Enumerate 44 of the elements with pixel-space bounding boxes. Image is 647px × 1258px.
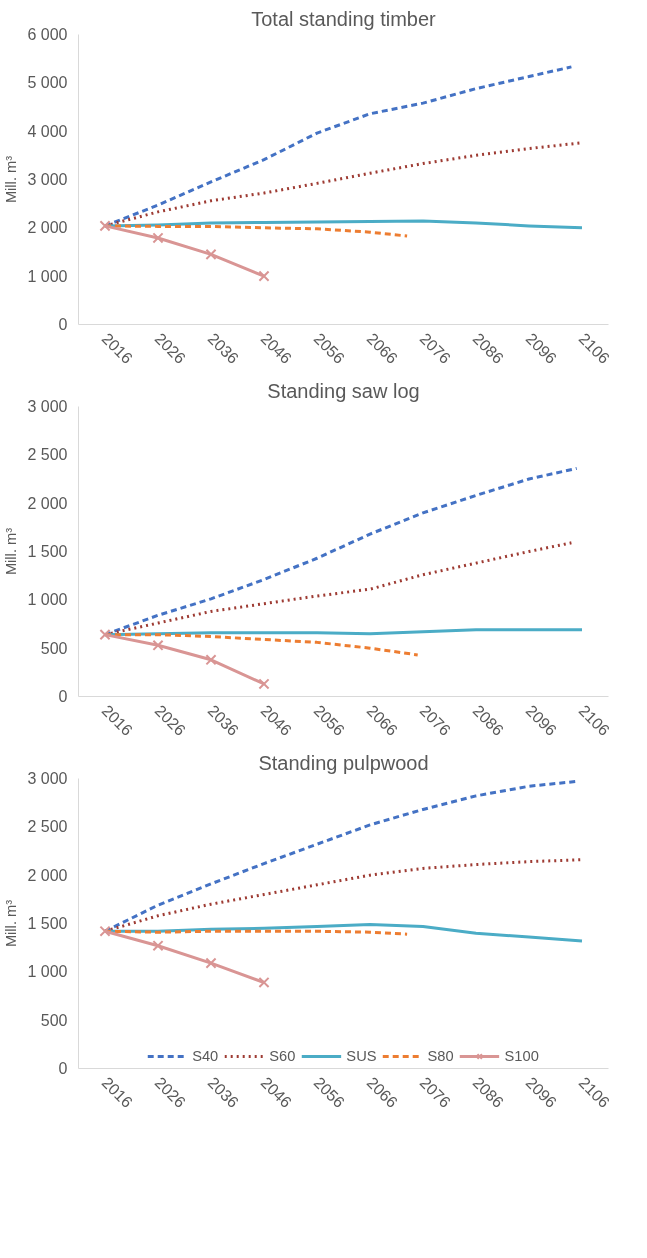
legend-label: S100 bbox=[504, 1048, 539, 1064]
point bbox=[99, 629, 111, 641]
point bbox=[258, 270, 270, 282]
legend-label: S60 bbox=[269, 1048, 296, 1064]
y-tick-label: 5 000 bbox=[27, 74, 68, 92]
y-axis-title: Mill. m³ bbox=[3, 899, 20, 948]
y-axis-title: Mill. m³ bbox=[3, 527, 20, 576]
y-tick-label: 6 000 bbox=[27, 26, 68, 43]
y-tick-label: 1 000 bbox=[27, 267, 68, 285]
point bbox=[99, 925, 111, 937]
legend-label: S40 bbox=[192, 1048, 219, 1064]
y-tick-label: 2 000 bbox=[27, 219, 68, 237]
y-tick-label: 3 000 bbox=[27, 171, 68, 188]
y-tick-label: 2 500 bbox=[27, 446, 68, 464]
chart-title: Standing pulpwood bbox=[258, 751, 429, 774]
point bbox=[205, 957, 217, 969]
y-tick-label: 1 000 bbox=[27, 963, 68, 981]
y-tick-label: 0 bbox=[58, 1060, 68, 1077]
y-tick-label: 0 bbox=[58, 316, 68, 333]
point bbox=[152, 639, 164, 651]
y-tick-label: 2 000 bbox=[27, 866, 68, 884]
point bbox=[205, 654, 217, 666]
point bbox=[258, 678, 270, 690]
y-axis-title: Mill. m³ bbox=[3, 155, 20, 204]
y-tick-label: 3 000 bbox=[27, 398, 68, 415]
legend-label: S80 bbox=[427, 1048, 454, 1064]
y-tick-label: 3 000 bbox=[27, 770, 68, 787]
legend-label: SUS bbox=[346, 1048, 377, 1064]
y-tick-label: 1 000 bbox=[27, 591, 68, 609]
point bbox=[152, 940, 164, 952]
y-tick-label: 1 500 bbox=[27, 543, 68, 560]
point bbox=[205, 248, 217, 261]
y-tick-label: 2 000 bbox=[27, 494, 68, 512]
point bbox=[99, 220, 111, 232]
y-tick-label: 4 000 bbox=[27, 122, 68, 140]
point bbox=[258, 976, 270, 989]
y-tick-label: 2 500 bbox=[27, 818, 68, 836]
y-tick-label: 1 500 bbox=[27, 915, 68, 932]
chart-title: Total standing timber bbox=[251, 7, 437, 30]
y-tick-label: 500 bbox=[40, 1011, 68, 1029]
point bbox=[152, 232, 164, 244]
y-tick-label: 0 bbox=[58, 688, 68, 705]
chart-title: Standing saw log bbox=[267, 379, 420, 402]
y-tick-label: 500 bbox=[40, 639, 68, 657]
